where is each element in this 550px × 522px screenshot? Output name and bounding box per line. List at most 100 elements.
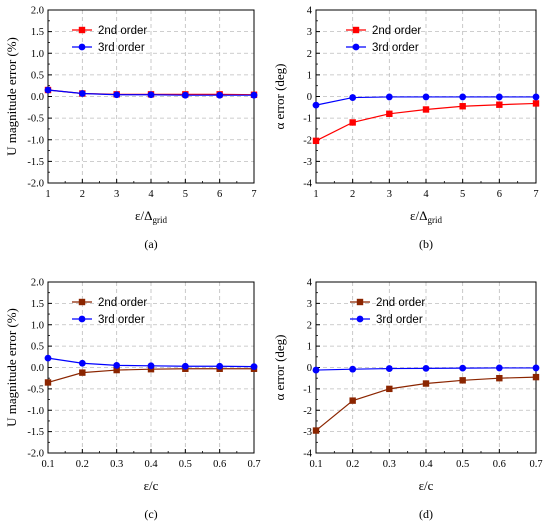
legend-label: 2nd order [372,25,421,37]
y-tick-label: 2 [307,49,312,60]
data-point [532,373,540,381]
x-tick-label: 1 [45,189,50,200]
x-tick-label: 6 [497,189,502,200]
x-tick-label: 7 [251,189,256,200]
data-point [113,91,121,99]
data-point [495,364,503,372]
x-tick-label: 6 [217,189,222,200]
chart-panel-2: -4 -3 -2 -1 0 1 2 3 4 1 2 3 4 5 6 7 ε/Δgrid α error (deg)… [272,6,540,251]
y-tick-label: -3 [303,157,312,168]
x-tick-label: 0.6 [213,459,226,470]
legend: 2nd order 3rd order [350,297,425,326]
y-tick-label: 4 [307,6,313,17]
data-point [422,364,430,372]
data-point [496,374,503,382]
y-tick-label: -2 [303,406,312,417]
data-point [422,380,430,387]
data-point [386,385,393,393]
legend-marker [78,43,86,51]
y-tick-label: 3 [307,299,312,310]
x-tick-label: 0.1 [309,459,322,470]
data-point [113,366,120,374]
data-point [216,362,224,370]
data-point [422,93,430,101]
legend-marker [356,298,364,306]
x-tick-label: 0.6 [493,459,506,470]
x-tick-label: 5 [183,189,188,200]
y-tick-label: 3 [307,27,312,38]
data-point [181,91,189,99]
y-tick-label: -4 [303,179,312,190]
y-tick-label: -4 [303,449,312,460]
data-point [113,361,121,369]
x-axis-label: ε/c [419,478,434,493]
legend-label: 3rd order [98,314,145,326]
data-point [250,363,258,371]
x-tick-label: 0.3 [110,459,123,470]
x-tick-label: 2 [80,189,85,200]
data-point [385,93,393,101]
y-tick-label: 1.0 [31,320,44,331]
data-point [312,427,320,434]
data-point [216,91,224,99]
x-tick-label: 5 [460,189,465,200]
chart-panel-1: -2.0 -1.5 -1.0 -0.5 0.0 0.5 1.0 1.5 2.0 1 2 3 4 5 6 7 ε/… [4,6,258,251]
legend-label: 3rd order [372,42,419,54]
x-axis-label: ε/Δgrid [135,208,167,225]
y-tick-label: -1 [303,384,312,395]
data-point [496,101,503,108]
x-tick-label: 4 [423,189,429,200]
y-tick-label: 0.5 [31,342,44,353]
legend-label: 3rd order [376,314,423,326]
x-tick-label: 4 [148,189,154,200]
y-tick-label: -0.5 [27,114,44,125]
y-tick-label: 1.5 [31,27,44,38]
x-tick-label: 0.5 [179,459,192,470]
data-point [422,106,430,113]
y-tick-label: -3 [303,427,312,438]
data-point [349,94,357,101]
y-tick-label: 2.0 [31,6,44,17]
data-point [147,362,155,370]
data-point [181,362,189,370]
legend-label: 2nd order [376,297,425,309]
y-tick-label: -2.0 [27,449,44,460]
legend-marker [78,298,86,306]
data-point [349,119,356,126]
data-point [147,91,155,99]
data-point [532,100,540,107]
panel-label: (d) [419,507,433,521]
y-tick-label: -1.0 [27,406,44,417]
x-axis-label-subscript: grid [427,215,442,225]
y-tick-label: 1.0 [31,49,44,60]
data-point [495,93,503,101]
y-tick-label: 0.0 [31,92,44,103]
x-tick-label: 0.2 [76,459,89,470]
data-point [250,91,258,99]
data-point [459,377,466,384]
data-point [78,90,86,97]
x-tick-label: 0.7 [247,459,260,470]
y-tick-label: 0 [307,92,312,103]
legend: 2nd order 3rd order [72,297,147,326]
data-point [79,369,86,376]
y-tick-label: -1.5 [27,157,44,168]
x-axis-label-subscript: grid [152,215,167,225]
x-tick-label: 7 [533,189,538,200]
data-point [312,101,320,109]
y-tick-label: -0.5 [27,384,44,395]
chart-panel-4: -4 -3 -2 -1 0 1 2 3 4 0.1 0.2 0.3 0.4 0.5 0.6 0.7 ε/c α e… [272,278,543,522]
x-tick-label: 1 [313,189,318,200]
y-tick-label: 0.5 [31,70,44,81]
data-point [44,86,52,94]
x-tick-label: 2 [350,189,355,200]
data-point [147,366,155,373]
data-point [349,365,357,373]
y-tick-label: 4 [307,278,313,289]
y-axis-label: α error (deg) [272,335,287,401]
data-point [349,397,356,404]
data-point [459,364,467,372]
legend-label: 2nd order [98,25,147,37]
legend-marker [352,43,360,51]
